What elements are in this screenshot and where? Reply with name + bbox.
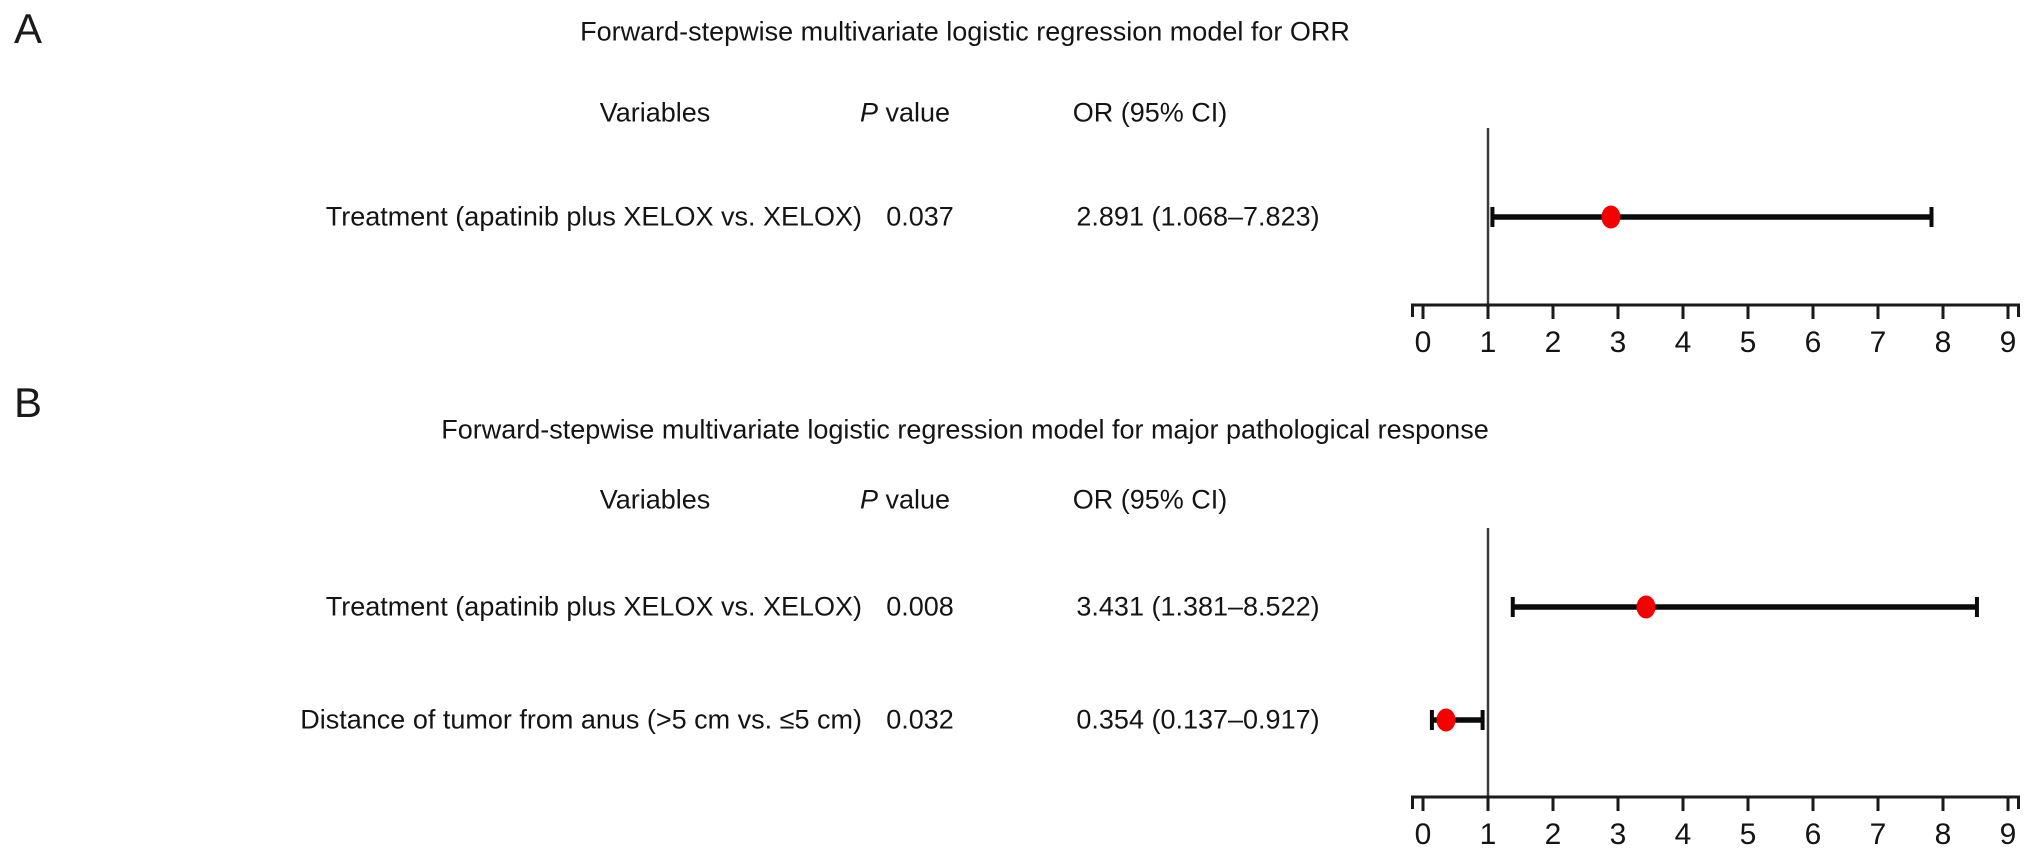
panel-a-title: Forward-stepwise multivariate logistic r… [580, 16, 1350, 47]
axis-tick-label: 4 [1675, 818, 1692, 851]
panel-a: A Forward-stepwise multivariate logistic… [0, 0, 2032, 360]
variable-cell: Distance of tumor from anus (>5 cm vs. ≤… [300, 704, 862, 735]
p-value-cell: 0.032 [886, 704, 954, 735]
or-point-marker [1436, 708, 1456, 732]
axis-tick-label: 7 [1870, 818, 1887, 851]
variable-cell: Treatment (apatinib plus XELOX vs. XELOX… [325, 591, 862, 622]
axis-tick-label: 9 [2000, 326, 2017, 359]
column-header-variables: Variables [599, 484, 711, 515]
ci-bar [1490, 205, 1934, 229]
axis-tick-label: 0 [1415, 326, 1432, 359]
variable-cell: Treatment (apatinib plus XELOX vs. XELOX… [325, 201, 862, 232]
column-header-p-value: P value [860, 98, 950, 129]
column-header-or-ci: OR (95% CI) [1072, 97, 1228, 128]
p-value-italic-p: P [859, 97, 878, 128]
panel-b-label: B [14, 379, 43, 426]
axis-tick-label: 9 [2000, 818, 2017, 851]
column-header-p-value: P value [860, 485, 950, 516]
p-value-cell: 0.008 [886, 591, 954, 622]
x-axis: 0 1 2 3 4 5 6 7 8 9 [1411, 795, 2020, 851]
axis-tick-label: 2 [1545, 818, 1562, 851]
p-value-cell: 0.037 [886, 201, 954, 232]
p-value-italic-p: P [859, 484, 878, 515]
axis-tick-label: 6 [1805, 326, 1822, 359]
axis-tick-label: 8 [1935, 326, 1952, 359]
axis-tick-label: 5 [1740, 326, 1757, 359]
column-header-or-ci: OR (95% CI) [1072, 484, 1228, 515]
x-axis: 0 1 2 3 4 5 6 7 8 9 [1411, 303, 2020, 359]
axis-tick-label: 6 [1805, 818, 1822, 851]
axis-tick-label: 1 [1480, 818, 1497, 851]
axis-tick-label: 5 [1740, 818, 1757, 851]
axis-tick-label: 1 [1480, 326, 1497, 359]
axis-tick-label: 3 [1610, 818, 1627, 851]
ci-bar [1429, 708, 1485, 732]
axis-tick-label: 7 [1870, 326, 1887, 359]
or-point-marker [1636, 595, 1656, 619]
panel-b-title: Forward-stepwise multivariate logistic r… [441, 414, 1489, 445]
or-point-marker [1601, 205, 1621, 229]
forest-plot-major-pathological-response: 0 1 2 3 4 5 6 7 8 9 [1411, 528, 2020, 851]
axis-tick-label: 0 [1415, 818, 1432, 851]
column-header-variables: Variables [599, 97, 711, 128]
axis-tick-label: 2 [1545, 326, 1562, 359]
p-value-rest: value [877, 97, 951, 128]
forest-plot-orr: 0 1 2 3 4 5 6 7 8 9 [1411, 128, 2020, 359]
p-value-rest: value [877, 484, 951, 515]
ci-bar [1510, 595, 1979, 619]
axis-tick-label: 8 [1935, 818, 1952, 851]
or-ci-cell: 0.354 (0.137–0.917) [1076, 704, 1320, 735]
panel-a-label: A [14, 5, 43, 52]
axis-tick-label: 3 [1610, 326, 1627, 359]
or-ci-cell: 3.431 (1.381–8.522) [1076, 591, 1320, 622]
axis-tick-label: 4 [1675, 326, 1692, 359]
or-ci-cell: 2.891 (1.068–7.823) [1076, 201, 1320, 232]
panel-b: B Forward-stepwise multivariate logistic… [0, 360, 2032, 866]
